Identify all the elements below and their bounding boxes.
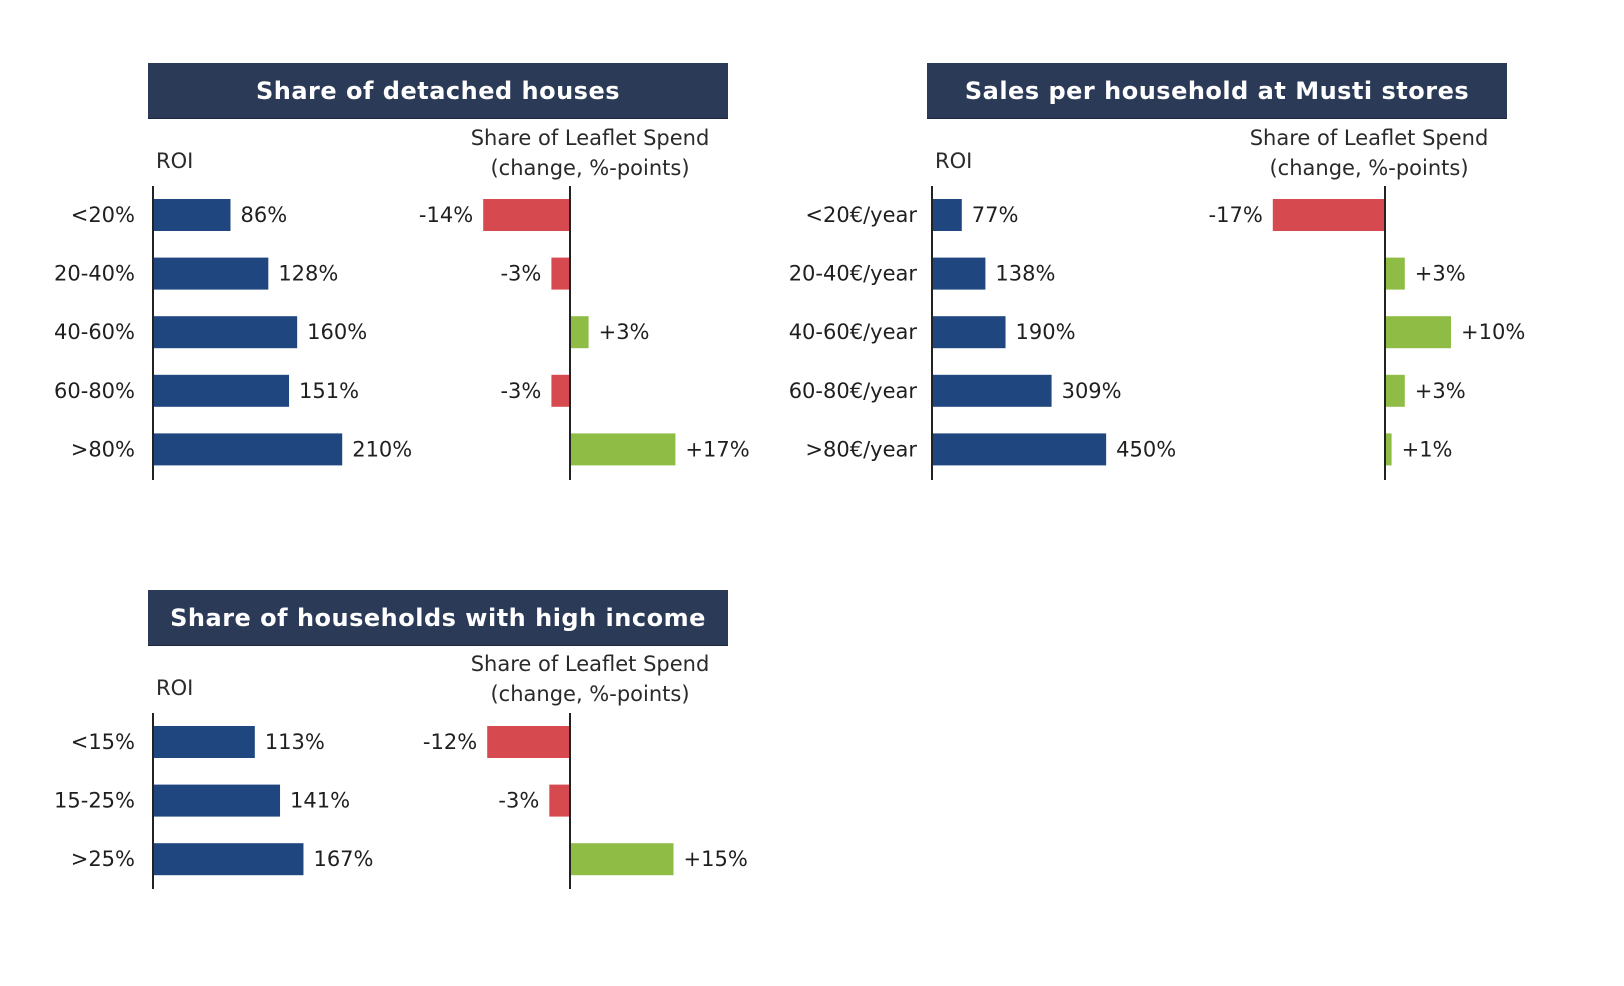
category-label: <20€/year xyxy=(805,203,917,227)
leaflet-bar-positive xyxy=(570,433,676,466)
leaflet-bar-negative xyxy=(483,199,570,231)
chart-panel-sales-per-household: Sales per household at Musti stores ROI … xyxy=(789,63,1525,480)
leaflet-value-label: +3% xyxy=(1415,262,1466,286)
roi-bar xyxy=(932,257,986,290)
roi-bar xyxy=(932,433,1107,466)
roi-bar xyxy=(153,784,281,817)
leaflet-value-label: -14% xyxy=(419,203,473,227)
leaflet-value-label: -3% xyxy=(500,379,541,403)
chart-svg: ROI Share of Leaflet Spend (change, %-po… xyxy=(789,126,1525,480)
leaflet-axis-caption-line2: (change, %-points) xyxy=(490,156,689,180)
roi-bar xyxy=(153,433,343,466)
category-label: 40-60€/year xyxy=(789,320,918,344)
leaflet-bar-positive xyxy=(1385,433,1392,466)
leaflet-bar-negative xyxy=(551,374,570,407)
category-label: 60-80% xyxy=(54,379,135,403)
roi-bar xyxy=(153,199,231,231)
roi-bar xyxy=(153,843,304,876)
roi-value-label: 128% xyxy=(278,262,338,286)
leaflet-axis-caption-line2: (change, %-points) xyxy=(1269,156,1468,180)
roi-value-label: 450% xyxy=(1116,437,1176,461)
leaflet-axis-caption-line1: Share of Leaflet Spend xyxy=(471,126,710,150)
category-label: 20-40€/year xyxy=(789,262,918,286)
leaflet-bar-negative xyxy=(1272,199,1385,231)
roi-bar xyxy=(153,316,298,349)
leaflet-value-label: +1% xyxy=(1402,437,1453,461)
roi-bar xyxy=(153,257,269,290)
roi-value-label: 113% xyxy=(265,730,325,754)
roi-value-label: 190% xyxy=(1016,320,1076,344)
roi-axis-caption: ROI xyxy=(156,149,193,173)
leaflet-axis-caption-line2: (change, %-points) xyxy=(490,682,689,706)
roi-value-label: 86% xyxy=(240,203,287,227)
roi-axis-caption: ROI xyxy=(156,676,193,700)
category-label: 40-60% xyxy=(54,320,135,344)
leaflet-value-label: -17% xyxy=(1209,203,1263,227)
chart-panel-high-income: Share of households with high income ROI… xyxy=(0,0,800,986)
category-label: 60-80€/year xyxy=(789,379,918,403)
leaflet-value-label: -3% xyxy=(500,262,541,286)
roi-value-label: 138% xyxy=(995,262,1055,286)
leaflet-value-label: +3% xyxy=(1415,379,1466,403)
chart-title: Share of households with high income xyxy=(148,590,728,646)
leaflet-bar-positive xyxy=(1385,257,1405,290)
leaflet-bar-negative xyxy=(549,784,570,817)
chart-title: Sales per household at Musti stores xyxy=(927,63,1507,119)
category-label: <20% xyxy=(71,203,135,227)
leaflet-value-label: -3% xyxy=(498,789,539,813)
leaflet-axis-caption-line1: Share of Leaflet Spend xyxy=(471,652,710,676)
leaflet-bar-positive xyxy=(1385,374,1405,407)
roi-value-label: 309% xyxy=(1062,379,1122,403)
roi-value-label: 210% xyxy=(352,437,412,461)
roi-bar xyxy=(153,374,290,407)
leaflet-bar-negative xyxy=(551,257,570,290)
roi-value-label: 77% xyxy=(972,203,1019,227)
category-label: <15% xyxy=(71,730,135,754)
leaflet-value-label: -12% xyxy=(423,730,477,754)
roi-axis-caption: ROI xyxy=(935,149,972,173)
leaflet-bar-positive xyxy=(570,316,589,349)
category-label: >25% xyxy=(71,847,135,871)
roi-bar xyxy=(932,199,962,231)
leaflet-value-label: +10% xyxy=(1461,320,1525,344)
category-label: >80% xyxy=(71,437,135,461)
leaflet-bar-negative xyxy=(487,726,570,758)
roi-value-label: 167% xyxy=(313,847,373,871)
leaflet-value-label: +17% xyxy=(685,437,749,461)
roi-value-label: 160% xyxy=(307,320,367,344)
roi-value-label: 141% xyxy=(290,789,350,813)
category-label: 15-25% xyxy=(54,789,135,813)
category-label: 20-40% xyxy=(54,262,135,286)
leaflet-bar-positive xyxy=(1385,316,1451,349)
roi-bar xyxy=(153,726,255,758)
chart-svg: ROI Share of Leaflet Spend (change, %-po… xyxy=(54,652,748,889)
leaflet-value-label: +15% xyxy=(684,847,748,871)
chart-panel-detached-houses: Share of detached houses ROI Share of Le… xyxy=(0,0,800,500)
leaflet-bar-positive xyxy=(570,843,674,876)
leaflet-value-label: +3% xyxy=(599,320,650,344)
chart-title: Share of detached houses xyxy=(148,63,728,119)
leaflet-axis-caption-line1: Share of Leaflet Spend xyxy=(1250,126,1489,150)
chart-svg: ROI Share of Leaflet Spend (change, %-po… xyxy=(54,126,750,480)
roi-bar xyxy=(932,316,1006,349)
roi-value-label: 151% xyxy=(299,379,359,403)
roi-bar xyxy=(932,374,1052,407)
category-label: >80€/year xyxy=(805,437,917,461)
